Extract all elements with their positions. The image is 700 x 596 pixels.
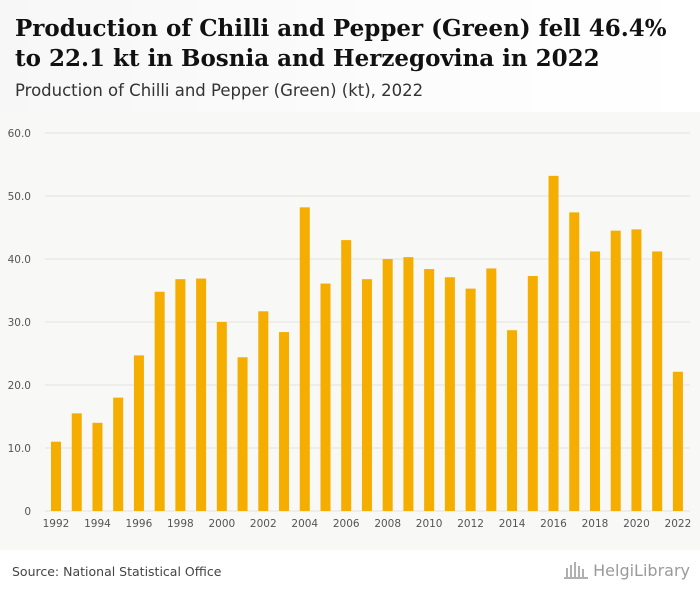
bar-2016 <box>548 175 559 511</box>
bar-1998 <box>175 279 186 511</box>
x-tick-label: 1998 <box>167 518 194 530</box>
x-tick-label: 2012 <box>457 518 484 530</box>
bar-2003 <box>279 332 290 511</box>
bar-2015 <box>527 276 538 511</box>
x-tick-label: 1994 <box>84 518 111 530</box>
chart-title: Production of Chilli and Pepper (Green) … <box>15 15 667 72</box>
bar-2001 <box>237 357 248 511</box>
bar-2010 <box>424 269 435 511</box>
bars <box>51 175 683 511</box>
x-tick-label: 2020 <box>623 518 650 530</box>
x-tick-label: 2014 <box>499 518 526 530</box>
x-tick-label: 2008 <box>374 518 401 530</box>
x-tick-label: 2004 <box>291 518 318 530</box>
bar-2012 <box>465 288 476 511</box>
y-tick-label: 20.0 <box>8 380 31 392</box>
x-tick-label: 1996 <box>126 518 153 530</box>
bar-1999 <box>196 278 207 511</box>
library-building-icon <box>564 562 589 579</box>
bar-2018 <box>589 251 600 511</box>
y-tick-label: 60.0 <box>8 128 31 140</box>
y-tick-label: 50.0 <box>8 191 31 203</box>
y-tick-label: 0 <box>24 506 31 518</box>
bar-2019 <box>610 230 621 511</box>
bar-2017 <box>569 212 580 511</box>
x-tick-label: 2022 <box>665 518 692 530</box>
helgi-library-logo[interactable]: HelgiLibrary <box>563 560 690 580</box>
y-tick-label: 30.0 <box>8 317 31 329</box>
x-tick-label: 2006 <box>333 518 360 530</box>
bar-1996 <box>133 355 144 511</box>
x-tick-label: 1992 <box>43 518 70 530</box>
y-tick-label: 40.0 <box>8 254 31 266</box>
x-tick-label: 2018 <box>582 518 609 530</box>
chart-subtitle: Production of Chilli and Pepper (Green) … <box>15 81 424 100</box>
bar-2022 <box>672 371 683 511</box>
x-tick-label: 2010 <box>416 518 443 530</box>
y-axis-ticks: 0 10.0 20.0 30.0 40.0 50.0 60.0 <box>8 128 31 518</box>
bar-2004 <box>299 207 310 511</box>
x-tick-label: 2000 <box>208 518 235 530</box>
bar-2009 <box>403 257 414 511</box>
bar-chart: 010.020.030.040.050.060.0 1992 1994 1996 19… <box>8 128 692 530</box>
source-note: Source: National Statistical Office <box>12 564 222 579</box>
bar-2006 <box>341 240 352 511</box>
x-axis-ticks: 1992 1994 1996 1998 2000 2002 2004 2006 2008 2010… <box>43 518 692 530</box>
bar-2007 <box>361 279 372 511</box>
logo-text: HelgiLibrary <box>593 560 690 580</box>
bar-2013 <box>486 268 497 511</box>
bar-2011 <box>444 277 455 511</box>
chart-header: Production of Chilli and Pepper (Green) … <box>0 0 700 112</box>
bar-1993 <box>71 413 82 511</box>
bar-2020 <box>631 229 642 511</box>
bar-2021 <box>652 251 663 511</box>
bar-2014 <box>507 330 518 511</box>
y-tick-label: 10.0 <box>8 443 31 455</box>
bar-1994 <box>92 422 103 511</box>
bar-1995 <box>113 397 124 511</box>
x-tick-label: 2016 <box>540 518 567 530</box>
bar-1992 <box>51 441 61 511</box>
bar-2002 <box>258 311 269 511</box>
bar-2005 <box>320 283 331 511</box>
x-tick-label: 2002 <box>250 518 277 530</box>
bar-2008 <box>382 259 393 511</box>
bar-2000 <box>216 322 227 511</box>
bar-1997 <box>154 291 165 511</box>
